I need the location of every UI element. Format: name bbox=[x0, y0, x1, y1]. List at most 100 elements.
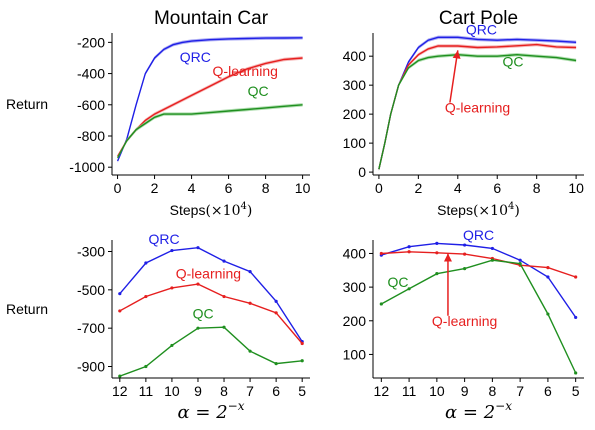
cart-pole-alpha-y-tick-label: 400 bbox=[343, 245, 367, 261]
mountain-car-alpha-series-q-learning-point bbox=[118, 309, 122, 313]
cart-pole-alpha-series-qrc-line bbox=[381, 242, 577, 318]
cart-pole-x-tick-label: 6 bbox=[493, 180, 501, 196]
cart-pole-alpha-label-q-learning: Q-learning bbox=[432, 313, 497, 329]
mountain-car-alpha-series-qc-point bbox=[222, 325, 226, 329]
cart-pole-alpha-x-tick-label: 5 bbox=[572, 383, 580, 399]
cart-pole-alpha-x-tick-label: 6 bbox=[544, 383, 552, 399]
mountain-car-alpha-series-qrc-point bbox=[196, 246, 200, 250]
cart-pole-alpha-series-qc-point bbox=[574, 371, 578, 375]
mountain-car-y-tick-label: -600 bbox=[77, 97, 105, 113]
mountain-car-y-tick-label: -400 bbox=[77, 66, 105, 82]
cart-pole-y-tick-label: 0 bbox=[358, 164, 366, 180]
cart-pole-x-tick-label: 10 bbox=[568, 180, 584, 196]
mountain-car-x-tick-label: 8 bbox=[262, 180, 270, 196]
mountain-car-y-axis-label: Return bbox=[6, 96, 48, 112]
mountain-car-y-tick-label: -200 bbox=[77, 34, 105, 50]
cart-pole-alpha-series-q-learning-point bbox=[407, 250, 411, 254]
mountain-car-title: Mountain Car bbox=[154, 8, 269, 29]
cart-pole-arrow-shaft bbox=[449, 50, 459, 103]
cart-pole-alpha-series-qc-point bbox=[407, 287, 411, 291]
cart-pole-alpha-x-tick-label: 8 bbox=[488, 383, 496, 399]
cart-pole-y-tick-label: 400 bbox=[343, 48, 367, 64]
mountain-car-alpha-series-qrc-point bbox=[144, 261, 148, 265]
mountain-car-alpha-series-q-learning-point bbox=[170, 286, 174, 290]
mountain-car-alpha-series-qrc-point bbox=[118, 292, 122, 296]
mountain-car-alpha-x-tick-label: 12 bbox=[112, 383, 128, 399]
cart-pole-alpha-series-q-learning-point bbox=[435, 251, 439, 255]
mountain-car-alpha-series-qc-point bbox=[248, 349, 252, 353]
cart-pole-alpha-x-tick-label: 9 bbox=[461, 383, 469, 399]
mountain-car-alpha-panel: -300 -500 -700 -900 12 11 10 9 8 7 6 5 Return α = 2−x… bbox=[6, 231, 310, 423]
cart-pole-label-qrc: QRC bbox=[466, 21, 497, 37]
cart-pole-alpha-label-qrc: QRC bbox=[463, 227, 494, 243]
mountain-car-alpha-x-tick-label: 5 bbox=[298, 383, 306, 399]
mountain-car-alpha-series-qc-point bbox=[170, 343, 174, 348]
cart-pole-alpha-series-qc-point bbox=[435, 272, 439, 276]
cart-pole-alpha-x-axis-label: α = 2−x bbox=[445, 399, 512, 423]
mountain-car-alpha-label-qc: QC bbox=[193, 306, 214, 322]
cart-pole-alpha-x-tick-label: 7 bbox=[516, 383, 524, 399]
mountain-car-alpha-series-q-learning-point bbox=[300, 341, 304, 346]
mountain-car-alpha-label-qrc: QRC bbox=[149, 231, 180, 247]
mountain-car-alpha-label-q-learning: Q-learning bbox=[176, 265, 241, 281]
cart-pole-alpha-series-qc-line bbox=[380, 259, 577, 374]
cart-pole-alpha-series-qrc-point bbox=[463, 243, 467, 247]
mountain-car-alpha-y-tick-label: -900 bbox=[77, 359, 105, 375]
mountain-car-alpha-series-qc-point bbox=[274, 362, 278, 366]
mountain-car-alpha-y-tick-label: -700 bbox=[77, 320, 105, 336]
mountain-car-x-tick-label: 6 bbox=[225, 180, 233, 196]
mountain-car-alpha-series-q-learning-point bbox=[248, 301, 252, 305]
mountain-car-alpha-series-qrc-line bbox=[119, 246, 303, 342]
cart-pole-alpha-series-qc-point bbox=[379, 302, 383, 306]
cart-pole-alpha-panel: 100 200 300 400 12 11 10 9 8 7 6 5 α = 2−x QRC QC Q-lea… bbox=[343, 227, 584, 423]
mountain-car-series-qc-line bbox=[116, 104, 303, 159]
mountain-car-series-qrc-line bbox=[116, 37, 303, 162]
mountain-car-x-tick-label: 2 bbox=[151, 180, 159, 196]
mountain-car-alpha-series-qc-point bbox=[144, 364, 148, 369]
cart-pole-alpha-x-tick-label: 12 bbox=[374, 383, 390, 399]
mountain-car-label-qrc: QRC bbox=[180, 49, 211, 65]
mountain-car-x-tick-label: 0 bbox=[114, 180, 122, 196]
mountain-car-panel: -200 -400 -600 -800 -1000 0 2 4 6 8 10 Mountain Car… bbox=[6, 8, 311, 219]
mountain-car-x-tick-label: 4 bbox=[188, 180, 196, 196]
cart-pole-x-axis-label: Steps(×104) bbox=[437, 201, 520, 219]
cart-pole-alpha-series-qrc-point bbox=[518, 258, 522, 262]
cart-pole-alpha-series-q-learning-point bbox=[379, 251, 383, 256]
mountain-car-alpha-series-qrc-point bbox=[274, 299, 278, 303]
mountain-car-x-tick-label: 10 bbox=[295, 180, 311, 196]
cart-pole-alpha-y-tick-label: 200 bbox=[343, 313, 367, 329]
cart-pole-alpha-series-qrc-point bbox=[407, 245, 411, 249]
mountain-car-alpha-series-qrc-point bbox=[222, 259, 226, 263]
cart-pole-alpha-series-qrc-point bbox=[546, 275, 550, 279]
mountain-car-alpha-series-q-learning-point bbox=[222, 294, 226, 299]
cart-pole-alpha-series-qc-point bbox=[490, 258, 494, 262]
cart-pole-x-tick-label: 4 bbox=[454, 180, 462, 196]
cart-pole-alpha-series-q-learning-point bbox=[546, 266, 550, 270]
mountain-car-alpha-x-tick-label: 8 bbox=[220, 383, 228, 399]
mountain-car-alpha-y-axis-label: Return bbox=[6, 301, 48, 317]
cart-pole-y-tick-label: 200 bbox=[343, 106, 367, 122]
cart-pole-alpha-label-qc: QC bbox=[387, 274, 408, 290]
mountain-car-alpha-series-qc-point bbox=[196, 326, 200, 330]
mountain-car-alpha-x-tick-label: 9 bbox=[194, 383, 202, 399]
mountain-car-label-q-learning: Q-learning bbox=[213, 63, 278, 79]
mountain-car-alpha-x-tick-label: 11 bbox=[139, 383, 154, 399]
mountain-car-alpha-x-tick-label: 6 bbox=[272, 383, 280, 399]
cart-pole-label-q-learning: Q-learning bbox=[445, 100, 510, 116]
mountain-car-alpha-series-q-learning-point bbox=[196, 282, 200, 286]
mountain-car-alpha-y-tick-label: -500 bbox=[77, 282, 105, 298]
cart-pole-y-tick-label: 100 bbox=[343, 135, 367, 151]
cart-pole-x-tick-label: 2 bbox=[414, 180, 422, 196]
mountain-car-alpha-x-axis-label: α = 2−x bbox=[178, 399, 245, 423]
mountain-car-alpha-y-tick-label: -300 bbox=[77, 244, 105, 260]
cart-pole-alpha-series-qrc-point bbox=[435, 241, 439, 245]
cart-pole-series-qc-line bbox=[378, 53, 577, 170]
cart-pole-alpha-series-qc-point bbox=[463, 267, 467, 271]
cart-pole-alpha-series-qc-point bbox=[546, 312, 550, 316]
mountain-car-alpha-x-tick-label: 10 bbox=[164, 383, 180, 399]
cart-pole-alpha-x-tick-label: 11 bbox=[402, 383, 417, 399]
mountain-car-label-qc: QC bbox=[248, 83, 269, 99]
cart-pole-y-tick-label: 300 bbox=[343, 77, 367, 93]
cart-pole-alpha-y-tick-label: 100 bbox=[343, 346, 367, 362]
